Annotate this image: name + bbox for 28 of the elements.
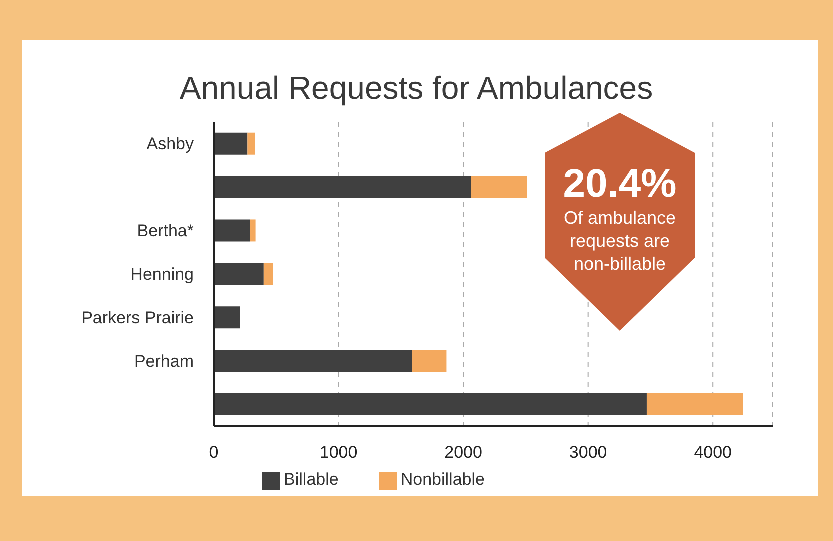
y-tick-label: Bertha* xyxy=(137,222,194,241)
y-tick-label: Henning xyxy=(130,265,194,284)
y-tick-label: Ashby xyxy=(146,134,194,154)
bar xyxy=(248,132,256,155)
bar xyxy=(214,350,412,372)
bar xyxy=(214,132,248,155)
x-tick-label: 3000 xyxy=(569,443,608,462)
annotation: 20.4% xyxy=(562,161,678,207)
annotation: Of ambulance requests are non-billable xyxy=(562,207,678,276)
y-tick-label: Parkers Prairie xyxy=(82,308,194,328)
bar xyxy=(214,306,240,329)
bar xyxy=(214,220,250,242)
bar xyxy=(214,263,264,286)
bar xyxy=(214,393,647,416)
bar xyxy=(250,220,256,242)
x-tick-label: 1000 xyxy=(320,443,358,462)
x-tick-label: 2000 xyxy=(444,443,482,462)
x-tick-label: 0 xyxy=(209,443,219,462)
y-tick-label: Perham xyxy=(134,352,194,371)
bar xyxy=(471,176,528,198)
bar xyxy=(646,393,744,416)
chart-title: Annual Requests for Ambulances xyxy=(178,70,654,107)
bar xyxy=(214,176,472,198)
x-tick-label: 4000 xyxy=(694,443,732,462)
bar xyxy=(412,350,447,372)
legend-label: Billable xyxy=(284,470,339,489)
legend-label: Nonbillable xyxy=(400,470,485,489)
bar xyxy=(264,263,274,286)
